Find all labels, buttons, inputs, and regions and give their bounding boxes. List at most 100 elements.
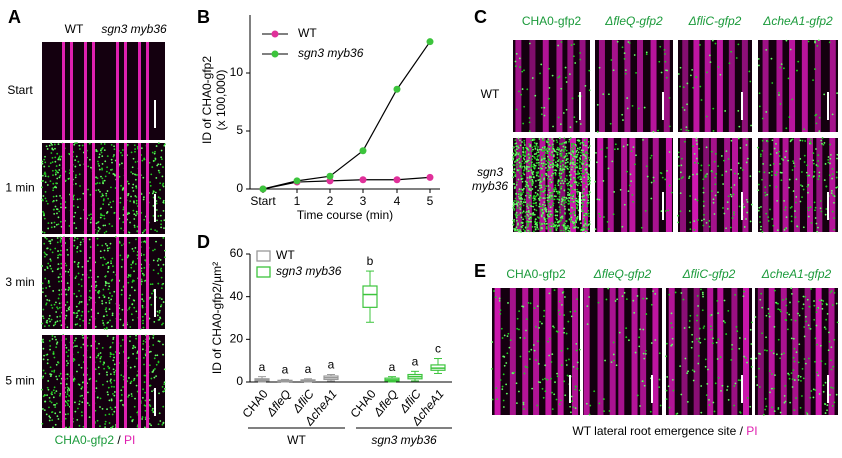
bacteria <box>67 355 69 358</box>
bacteria <box>105 192 108 195</box>
bacteria <box>44 161 47 164</box>
bacteria <box>76 263 79 266</box>
bacteria <box>105 307 108 309</box>
bacteria <box>806 185 809 188</box>
bacteria <box>732 193 735 196</box>
cell-wall <box>757 288 764 415</box>
bacteria <box>56 316 59 318</box>
bacteria <box>788 313 791 316</box>
bacteria <box>549 196 552 199</box>
bacteria <box>127 281 130 284</box>
bacteria <box>544 207 547 209</box>
bacteria <box>668 184 671 187</box>
bacteria <box>141 280 143 283</box>
bacteria <box>686 372 689 375</box>
bacteria <box>48 317 50 320</box>
bacteria <box>783 401 786 404</box>
bacteria <box>726 207 729 210</box>
bacteria <box>793 379 796 381</box>
bacteria <box>159 182 162 185</box>
bacteria <box>565 81 568 83</box>
bacteria <box>142 240 145 243</box>
bacteria <box>626 170 628 173</box>
bacteria <box>576 190 579 193</box>
bacteria <box>584 170 587 173</box>
bacteria <box>785 39 788 42</box>
bacteria <box>59 194 61 197</box>
bacteria <box>74 277 77 279</box>
bacteria <box>513 200 516 202</box>
bacteria <box>703 325 706 328</box>
bacteria <box>45 287 48 289</box>
bacteria <box>511 372 514 374</box>
bacteria <box>539 187 541 190</box>
bacteria <box>565 161 567 164</box>
bacteria <box>575 349 578 352</box>
bacteria <box>155 240 157 243</box>
bacteria <box>564 228 567 231</box>
bacteria <box>532 344 535 346</box>
bacteria <box>566 165 569 168</box>
bacteria <box>528 218 531 220</box>
bacteria <box>106 374 108 376</box>
bacteria <box>583 214 586 217</box>
bacteria <box>827 158 830 161</box>
bacteria <box>556 163 559 165</box>
bacteria <box>143 426 146 429</box>
bacteria <box>723 212 726 215</box>
bacteria <box>159 259 162 261</box>
bacteria <box>824 163 827 165</box>
bacteria <box>561 198 564 201</box>
bacteria <box>667 209 670 212</box>
bacteria <box>118 241 121 244</box>
bacteria <box>43 212 45 215</box>
bacteria <box>494 296 497 299</box>
bacteria <box>813 300 815 302</box>
bacteria <box>766 193 769 196</box>
bacteria <box>822 143 825 146</box>
bacteria <box>572 163 575 166</box>
bacteria <box>41 180 44 183</box>
bacteria <box>744 357 747 359</box>
bacteria <box>578 167 581 170</box>
legend-swatch <box>256 266 271 278</box>
bacteria <box>529 189 532 192</box>
bacteria <box>576 361 579 364</box>
bacteria <box>164 249 166 252</box>
bacteria <box>545 148 548 151</box>
bacteria <box>51 238 53 241</box>
bacteria <box>537 151 540 154</box>
x-axis-label: Time course (min) <box>297 208 393 222</box>
bacteria <box>532 148 534 151</box>
bacteria <box>122 208 125 211</box>
bacteria <box>569 178 572 181</box>
bacteria <box>135 357 138 360</box>
bacteria <box>75 305 78 308</box>
bacteria <box>795 196 798 198</box>
bacteria <box>787 77 790 80</box>
bacteria <box>57 254 60 257</box>
bacteria <box>544 223 547 226</box>
bacteria <box>549 187 552 190</box>
bacteria <box>58 176 61 179</box>
bacteria <box>582 149 584 152</box>
bacteria <box>545 160 548 162</box>
bacteria <box>65 314 68 317</box>
bacteria <box>150 228 152 231</box>
bacteria <box>738 177 741 179</box>
bacteria <box>757 64 760 67</box>
bacteria <box>143 230 145 233</box>
cell-wall <box>62 335 65 428</box>
bacteria <box>493 290 495 292</box>
bacteria <box>813 318 816 321</box>
bacteria <box>535 152 537 155</box>
bacteria <box>739 379 742 382</box>
bacteria <box>134 148 137 150</box>
bacteria <box>120 151 122 154</box>
bacteria <box>65 309 68 312</box>
bacteria <box>46 394 48 397</box>
bacteria <box>546 161 549 164</box>
bacteria <box>580 176 583 179</box>
bacteria <box>113 410 116 413</box>
bacteria <box>528 177 531 179</box>
